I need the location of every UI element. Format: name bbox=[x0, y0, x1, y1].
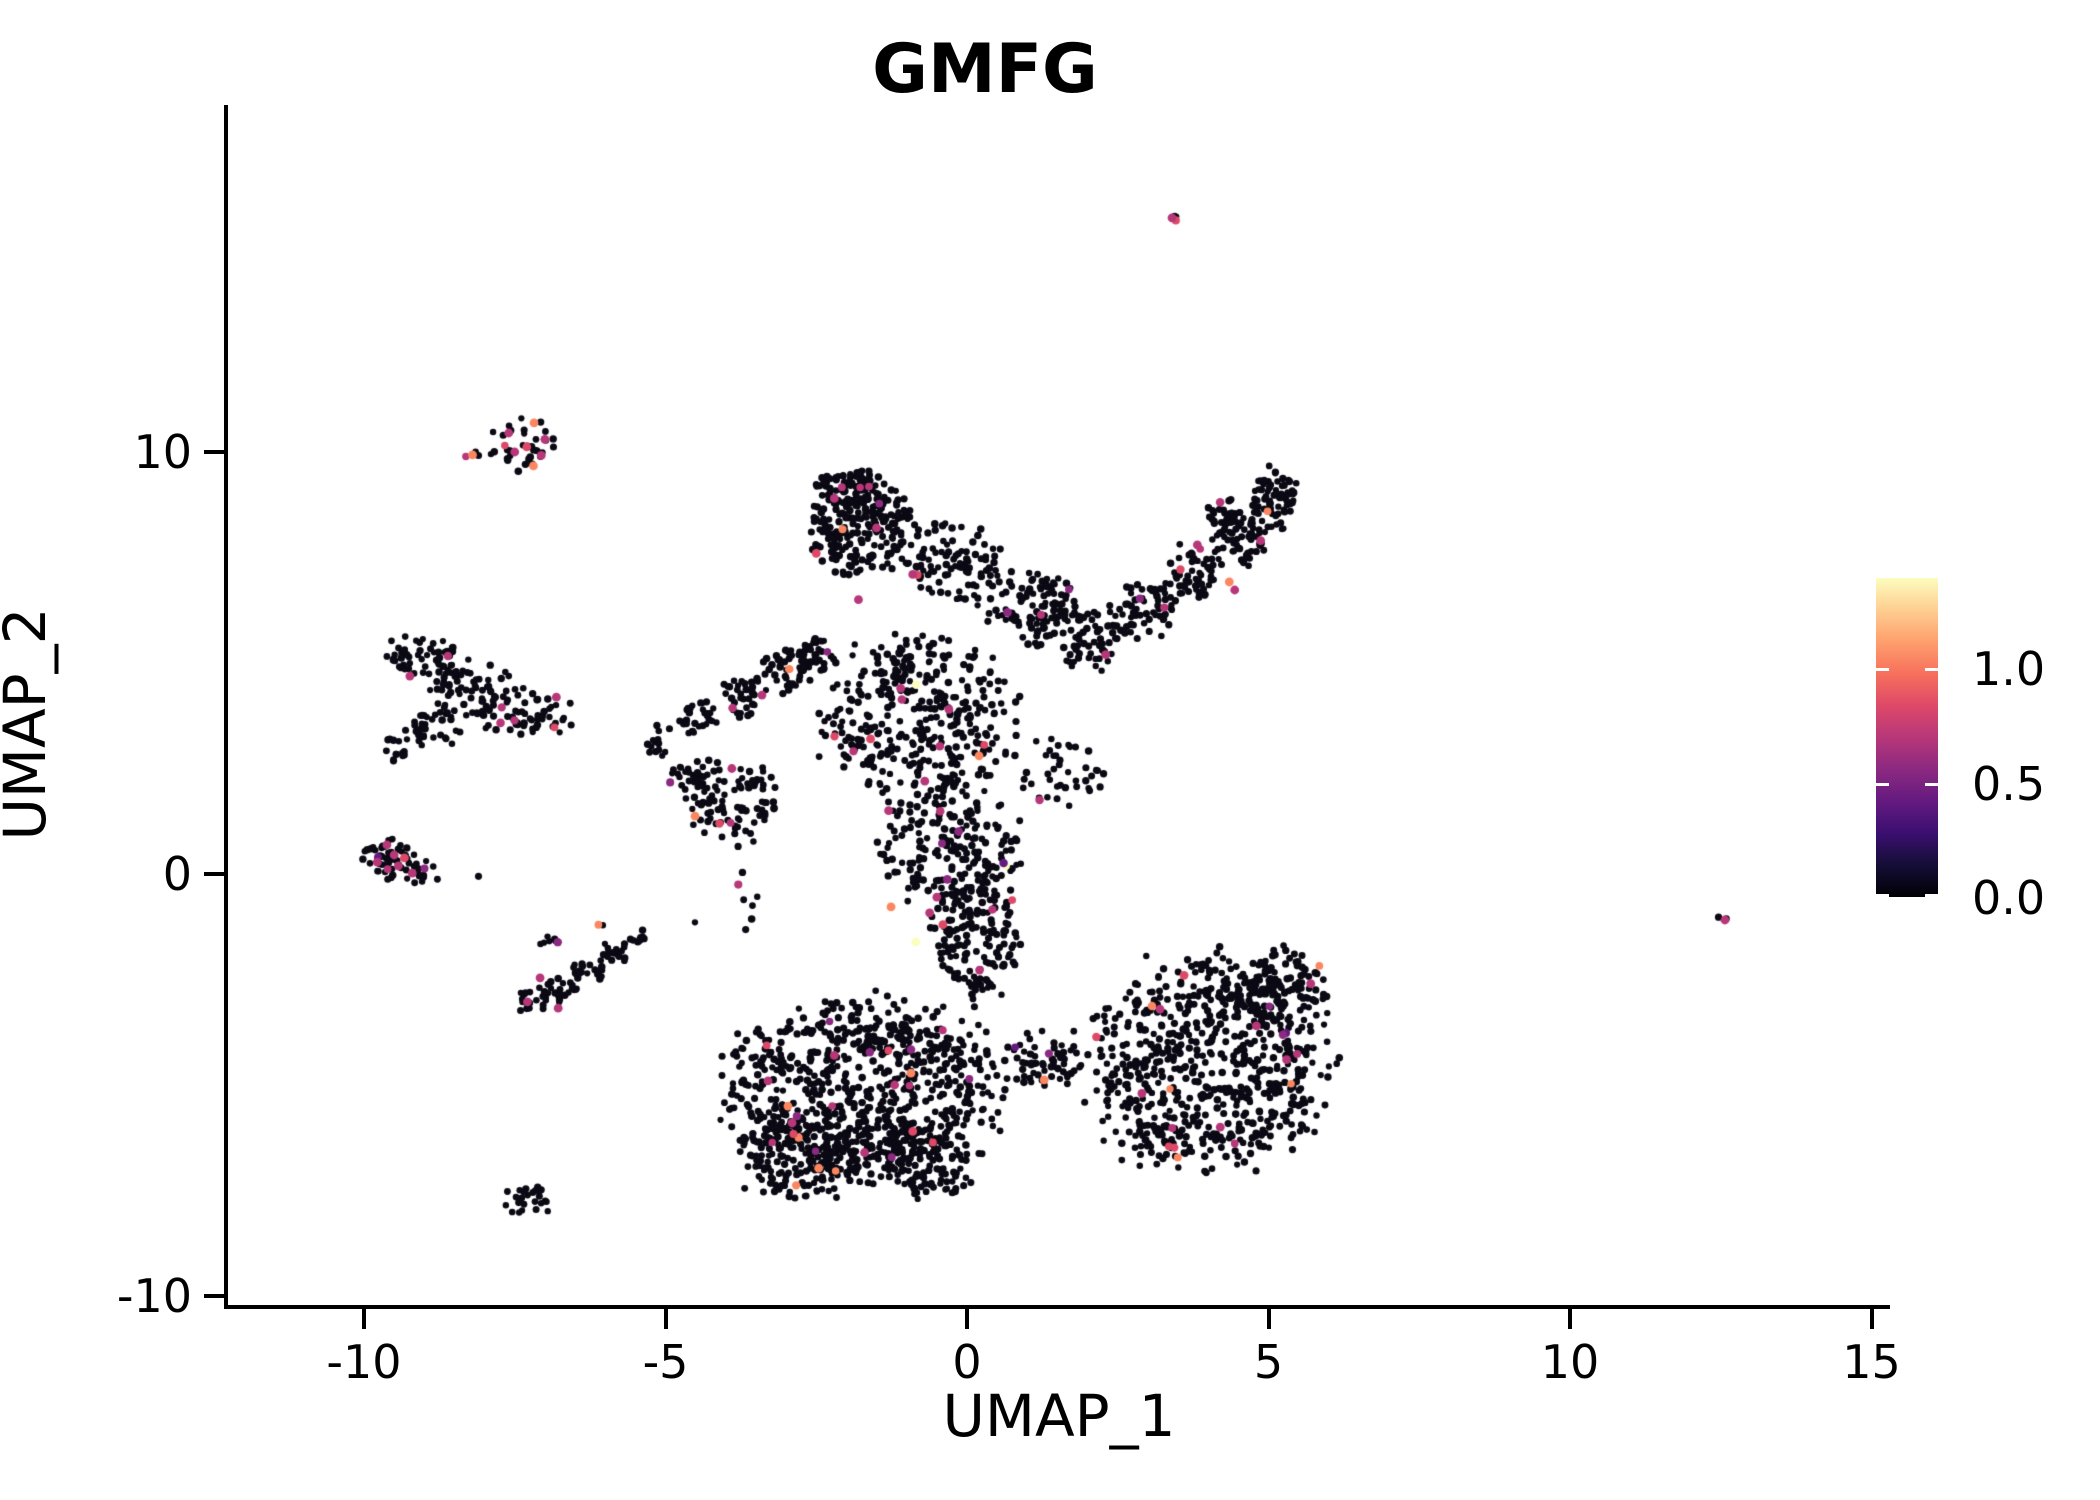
colorbar-gradient bbox=[1876, 578, 1938, 897]
x-tick-label: -10 bbox=[326, 1335, 402, 1389]
colorbar-tick-dash bbox=[1925, 782, 1938, 786]
x-tick-mark bbox=[362, 1309, 366, 1329]
y-axis-label: UMAP_2 bbox=[0, 607, 59, 841]
x-tick-label: 15 bbox=[1842, 1335, 1901, 1389]
y-axis-line bbox=[224, 105, 228, 1309]
x-tick-mark bbox=[663, 1309, 668, 1329]
colorbar-tick-dash bbox=[1925, 894, 1938, 897]
colorbar-tick-dash bbox=[1925, 668, 1938, 671]
y-tick-mark bbox=[204, 872, 224, 876]
y-tick-mark bbox=[204, 450, 224, 454]
x-tick-mark bbox=[965, 1309, 969, 1329]
colorbar-tick-label: 1.0 bbox=[1972, 642, 2046, 696]
x-tick-mark bbox=[1568, 1309, 1572, 1329]
x-tick-label: 10 bbox=[1540, 1335, 1600, 1389]
x-axis-label: UMAP_1 bbox=[942, 1382, 1176, 1450]
x-axis-line bbox=[224, 1305, 1890, 1309]
colorbar-tick-label: 0.5 bbox=[1972, 756, 2046, 811]
y-tick-label: -10 bbox=[116, 1269, 192, 1323]
colorbar-tick-label: 0.0 bbox=[1972, 871, 2046, 925]
y-tick-label: 10 bbox=[133, 425, 192, 479]
x-tick-label: 0 bbox=[952, 1335, 982, 1389]
x-tick-label: -5 bbox=[642, 1335, 689, 1389]
x-tick-mark bbox=[1869, 1309, 1874, 1329]
colorbar-tick-dash bbox=[1876, 782, 1889, 786]
colorbar-tick-dash bbox=[1876, 668, 1889, 671]
x-tick-label: 5 bbox=[1253, 1335, 1284, 1389]
y-tick-mark bbox=[204, 1294, 224, 1298]
colorbar-tick-dash bbox=[1876, 894, 1889, 897]
y-tick-label: 0 bbox=[162, 847, 192, 901]
plot-title: GMFG bbox=[872, 30, 1098, 109]
x-tick-mark bbox=[1266, 1309, 1271, 1329]
